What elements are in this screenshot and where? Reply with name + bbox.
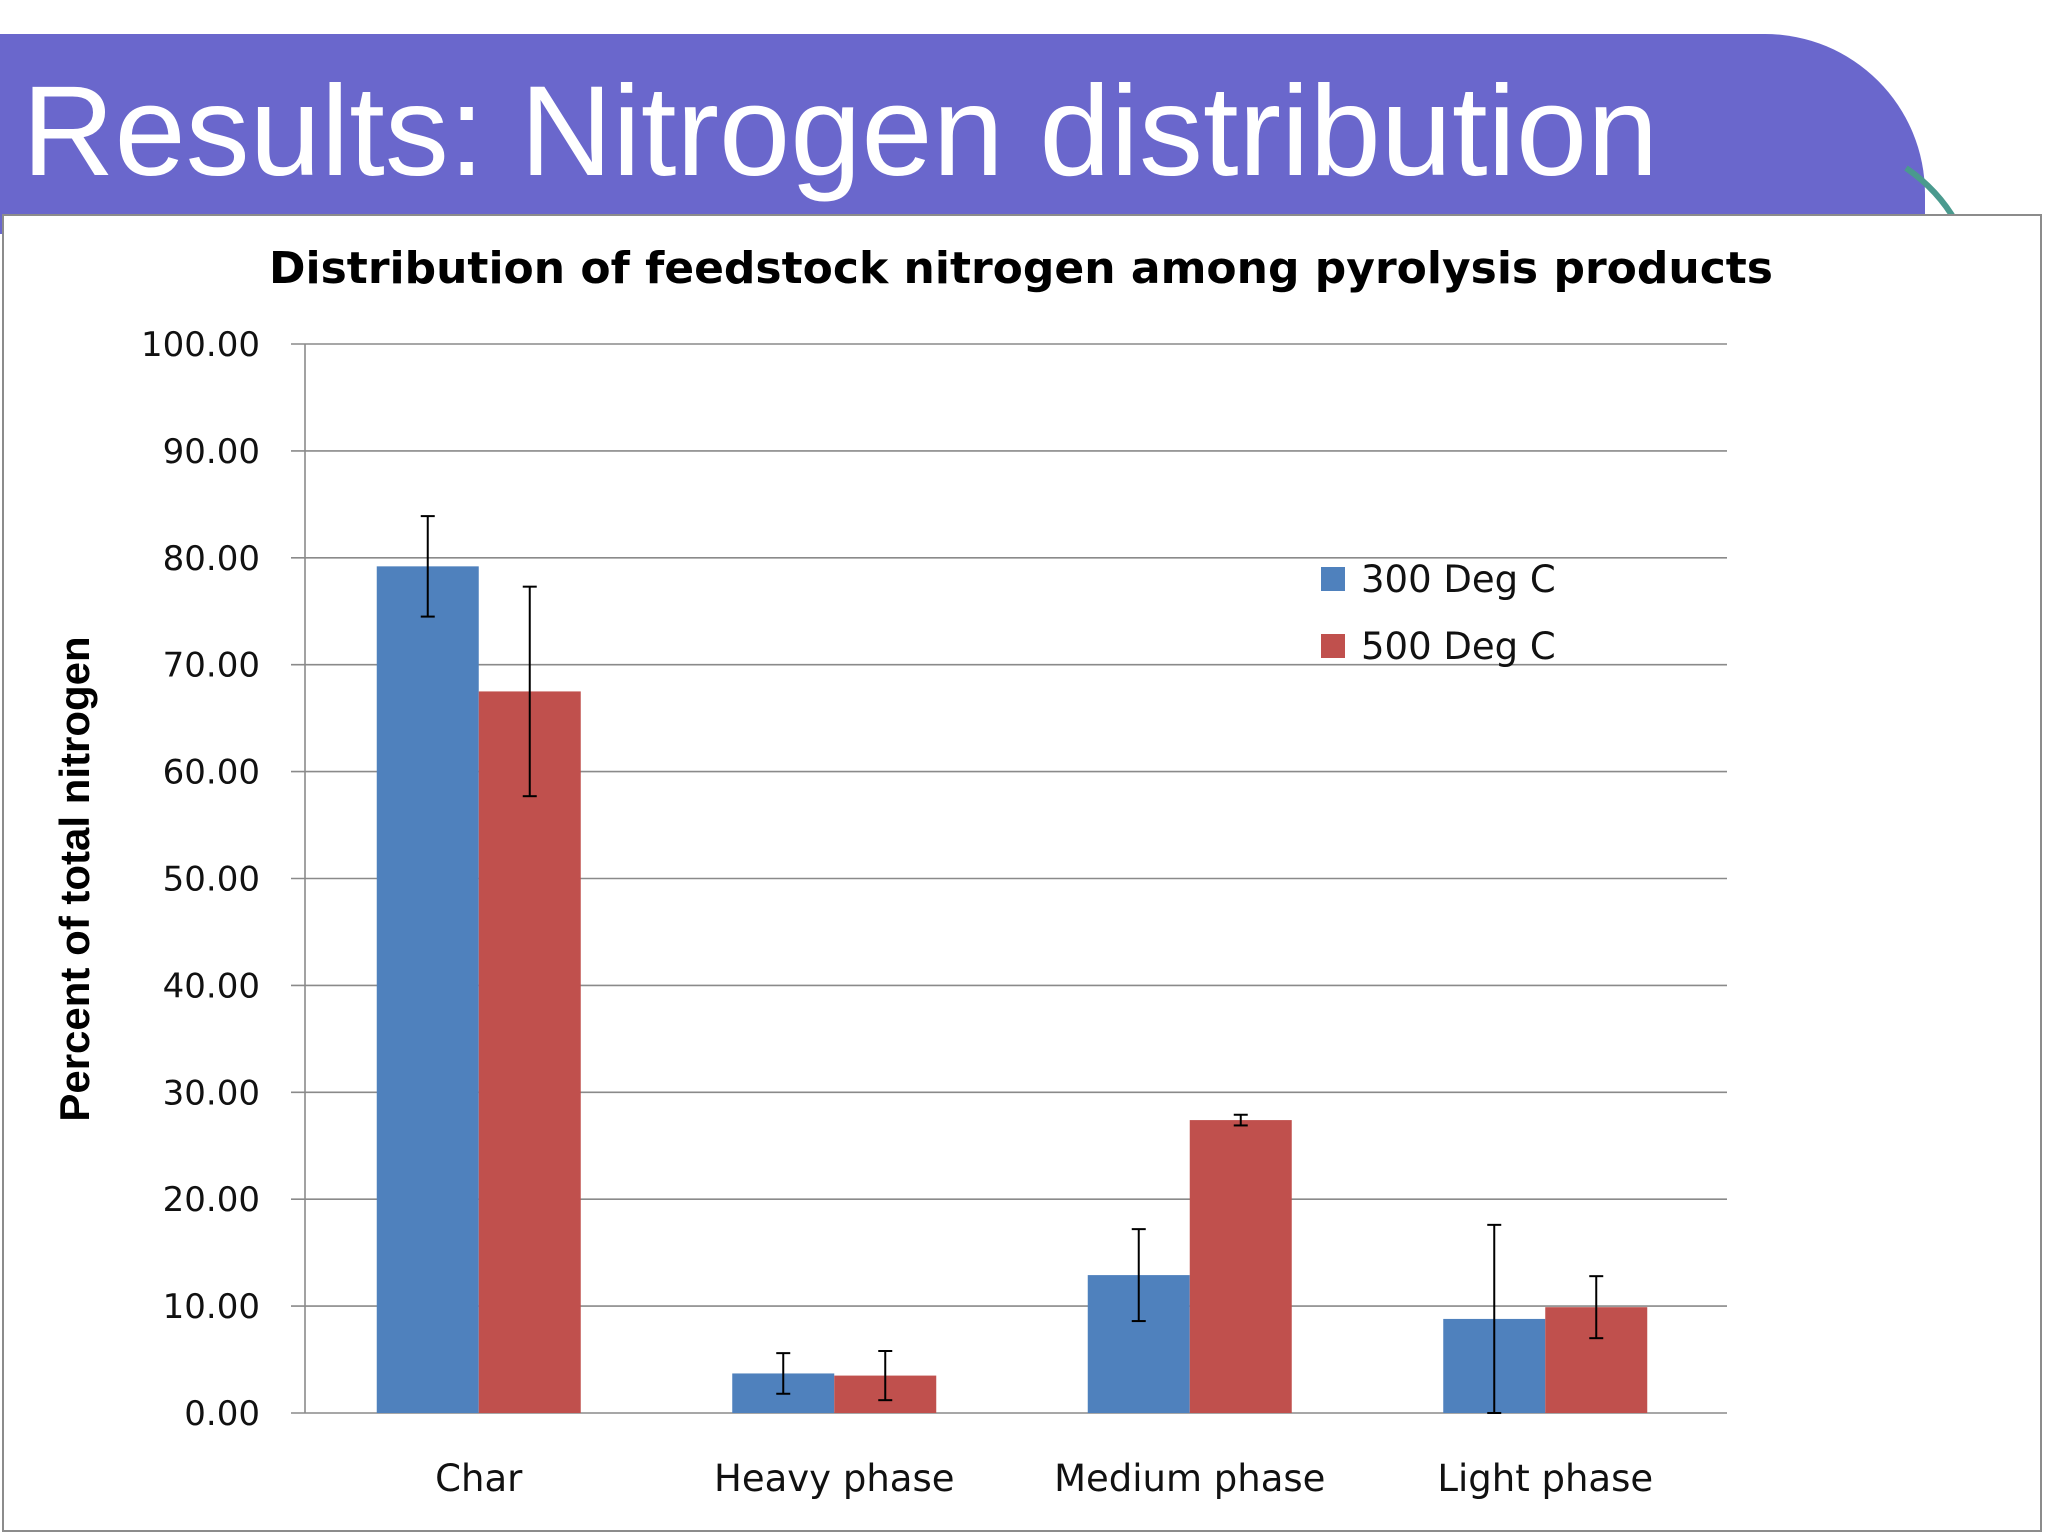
title-banner [0,34,1925,234]
y-tick-label: 0.00 [184,1394,260,1434]
bar [478,691,581,1413]
y-tick-label: 100.00 [141,325,260,365]
y-tick-label: 40.00 [163,966,260,1006]
legend-label: 500 Deg C [1361,625,1556,668]
chart-frame [2,214,2042,1532]
category-label: Heavy phase [714,1457,954,1500]
legend-label: 300 Deg C [1361,558,1556,601]
legend-swatch [1321,634,1345,658]
bars [376,566,1648,1413]
y-tick-labels: 0.00 10.00 20.00 30.00 40.00 50.00 60.00 70.00 8… [141,325,260,1434]
y-tick-label: 90.00 [163,432,260,472]
error-bars [420,515,1604,1414]
y-tick-label: 60.00 [163,753,260,793]
category-label: Medium phase [1054,1457,1325,1500]
y-tick-label: 10.00 [163,1287,260,1327]
category-label: Light phase [1437,1457,1653,1500]
y-tick-label: 30.00 [163,1073,260,1113]
y-tick-label: 50.00 [163,860,260,900]
category-labels: Char Heavy phase Medium phase Light phase [435,1457,1653,1500]
legend: 300 Deg C 500 Deg C [1321,558,1556,668]
bar [376,566,479,1413]
slide-title: Results: Nitrogen distribution [22,60,1659,203]
category-label: Char [435,1457,523,1500]
y-axis-label: Percent of total nitrogen [51,636,98,1121]
chart-title: Distribution of feedstock nitrogen among… [269,243,1773,294]
y-tick-label: 70.00 [163,646,260,686]
legend-swatch [1321,567,1345,591]
y-tick-label: 20.00 [163,1180,260,1220]
y-tick-label: 80.00 [163,539,260,579]
bar [1189,1120,1292,1413]
